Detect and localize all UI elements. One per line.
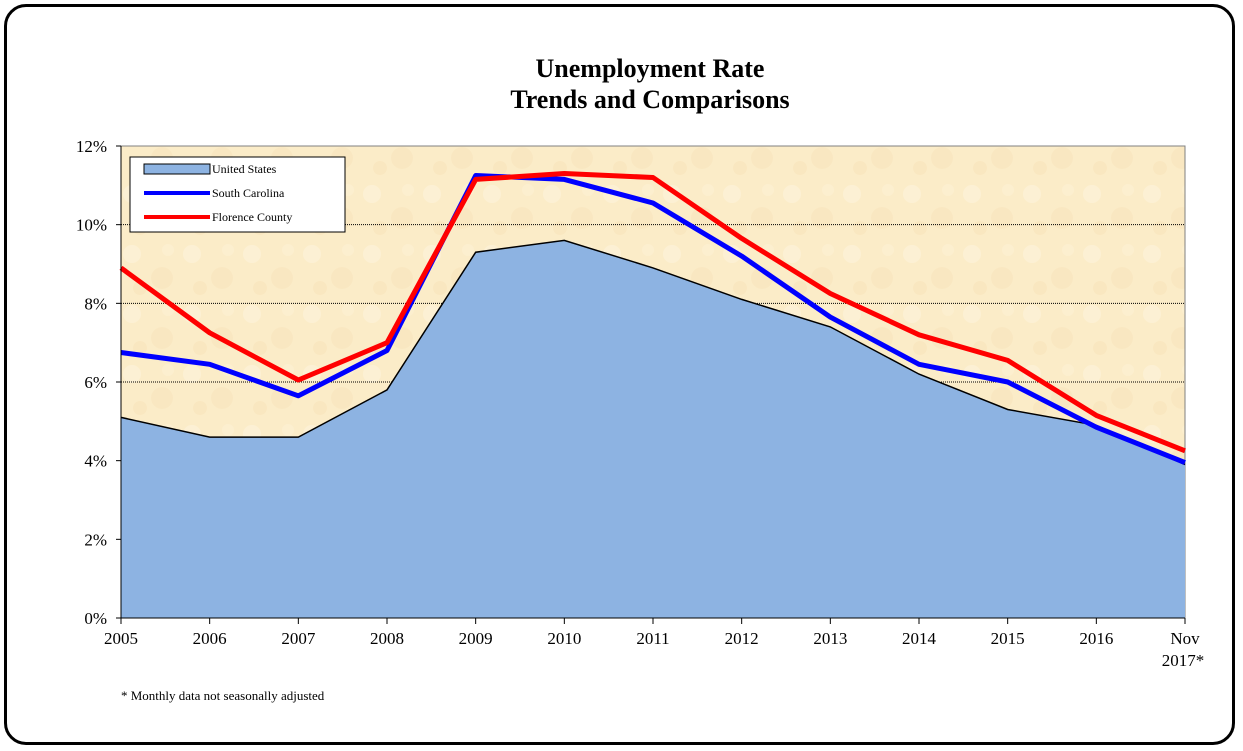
x-tick-label: Nov <box>1170 629 1200 648</box>
x-tick-label: 2014 <box>902 629 937 648</box>
y-tick-label: 8% <box>84 294 107 313</box>
x-tick-label: 2006 <box>193 629 227 648</box>
x-tick-label: 2009 <box>459 629 493 648</box>
x-tick-label: 2010 <box>547 629 581 648</box>
x-tick-label: 2017* <box>1162 651 1205 670</box>
x-tick-label: 2011 <box>636 629 669 648</box>
y-tick-label: 2% <box>84 530 107 549</box>
legend-label-united-states: United States <box>212 162 277 176</box>
x-tick-label: 2016 <box>1079 629 1113 648</box>
legend-label-south-carolina: South Carolina <box>212 186 285 200</box>
x-tick-label: 2008 <box>370 629 404 648</box>
area-outline-united-states <box>120 239 1186 466</box>
y-tick-label: 0% <box>84 609 107 628</box>
y-tick-label: 4% <box>84 452 107 471</box>
line-florence-county <box>119 171 1186 454</box>
chart-title-line-1: Unemployment Rate <box>536 54 765 83</box>
area-united-states <box>121 240 1185 618</box>
x-tick-label: 2013 <box>813 629 847 648</box>
legend-label-florence-county: Florence County <box>212 210 292 224</box>
line-south-carolina <box>120 173 1186 465</box>
y-tick-label: 6% <box>84 373 107 392</box>
x-tick-label: 2015 <box>991 629 1025 648</box>
x-tick-label: 2012 <box>725 629 759 648</box>
y-tick-label: 10% <box>76 216 107 235</box>
x-tick-label: 2007 <box>281 629 316 648</box>
x-tick-label: 2005 <box>104 629 138 648</box>
legend-swatch-united-states <box>143 163 211 175</box>
chart-title-line-2: Trends and Comparisons <box>510 85 789 114</box>
y-tick-label: 12% <box>76 137 107 156</box>
footnote: * Monthly data not seasonally adjusted <box>121 688 325 703</box>
